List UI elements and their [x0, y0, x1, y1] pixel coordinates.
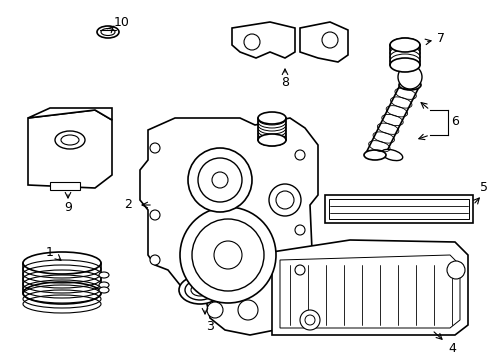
Ellipse shape: [389, 38, 419, 52]
Bar: [328, 199, 468, 219]
Circle shape: [294, 150, 305, 160]
Ellipse shape: [258, 125, 285, 137]
Text: 3: 3: [205, 320, 214, 333]
Circle shape: [198, 158, 242, 202]
Circle shape: [294, 265, 305, 275]
Polygon shape: [299, 22, 347, 62]
Ellipse shape: [196, 288, 203, 292]
Circle shape: [150, 255, 160, 265]
Circle shape: [206, 302, 223, 318]
Circle shape: [212, 172, 227, 188]
Circle shape: [397, 65, 421, 89]
Text: 1: 1: [46, 247, 54, 260]
Text: 5: 5: [479, 181, 487, 194]
Text: 8: 8: [281, 76, 288, 89]
Circle shape: [214, 241, 242, 269]
Circle shape: [244, 34, 260, 50]
Ellipse shape: [398, 80, 420, 90]
Text: 2: 2: [124, 198, 132, 211]
Circle shape: [187, 148, 251, 212]
Ellipse shape: [258, 119, 285, 131]
Ellipse shape: [97, 26, 119, 38]
Ellipse shape: [99, 287, 109, 293]
Circle shape: [192, 219, 264, 291]
Ellipse shape: [389, 54, 419, 68]
Ellipse shape: [258, 116, 285, 128]
Circle shape: [305, 315, 314, 325]
Ellipse shape: [389, 58, 419, 72]
Circle shape: [150, 143, 160, 153]
Circle shape: [446, 261, 464, 279]
Text: 4: 4: [447, 342, 455, 355]
Ellipse shape: [389, 38, 419, 52]
Circle shape: [180, 207, 275, 303]
Text: 6: 6: [450, 116, 458, 129]
Ellipse shape: [258, 122, 285, 134]
Circle shape: [321, 32, 337, 48]
Ellipse shape: [23, 252, 101, 274]
Ellipse shape: [258, 134, 285, 146]
Ellipse shape: [363, 150, 385, 160]
Circle shape: [299, 310, 319, 330]
Bar: [50, 182, 80, 190]
Ellipse shape: [191, 284, 208, 296]
Ellipse shape: [389, 50, 419, 64]
Circle shape: [294, 225, 305, 235]
Polygon shape: [271, 240, 467, 335]
Ellipse shape: [61, 135, 79, 145]
Ellipse shape: [389, 42, 419, 56]
Ellipse shape: [258, 113, 285, 125]
Polygon shape: [231, 22, 294, 58]
Ellipse shape: [184, 280, 215, 300]
Text: 10: 10: [114, 15, 130, 28]
Circle shape: [238, 300, 258, 320]
Text: 9: 9: [64, 202, 72, 215]
Circle shape: [268, 184, 301, 216]
Ellipse shape: [258, 131, 285, 143]
Ellipse shape: [179, 276, 221, 304]
Circle shape: [150, 210, 160, 220]
Ellipse shape: [99, 282, 109, 288]
Polygon shape: [28, 108, 112, 120]
Ellipse shape: [99, 272, 109, 278]
Ellipse shape: [101, 28, 115, 36]
Polygon shape: [28, 110, 112, 188]
Ellipse shape: [389, 46, 419, 60]
Bar: [325, 195, 472, 223]
Ellipse shape: [55, 131, 85, 149]
Ellipse shape: [381, 149, 402, 161]
Ellipse shape: [258, 134, 285, 146]
Text: 7: 7: [436, 32, 444, 45]
Circle shape: [275, 191, 293, 209]
Polygon shape: [140, 118, 317, 335]
Ellipse shape: [258, 112, 285, 124]
Ellipse shape: [258, 128, 285, 140]
